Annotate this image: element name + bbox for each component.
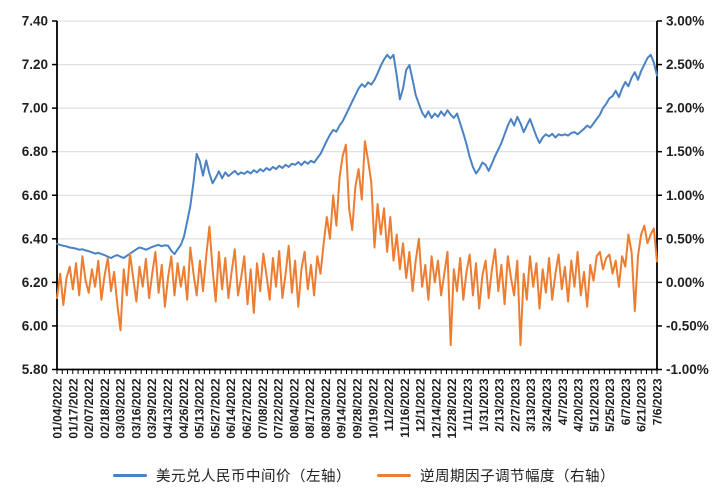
x-axis-tick-label: 03/03/2022: [114, 378, 128, 438]
chart-plot-area: 7.40 7.20 7.00 6.80 6.60 6.40 6.20 6.00 5.80 3.00…: [22, 14, 709, 439]
x-axis-tick-label: 09/14/2022: [335, 378, 349, 438]
x-axis-tick-label: 4/20/2023: [572, 378, 586, 432]
x-axis-tick-label: 05/27/2022: [208, 378, 222, 438]
y-axis-tick-label-right: 0.00%: [666, 275, 704, 290]
x-axis-tick-label: 12/28/2022: [445, 378, 459, 438]
x-axis-tick-label: 06/27/2022: [240, 378, 254, 438]
x-axis-tick-label: 10/19/2022: [366, 378, 380, 438]
y-axis-tick-label-right: 1.50%: [666, 144, 704, 159]
y-axis-tick-label-left: 7.00: [22, 101, 48, 116]
x-axis-tick-label: 06/14/2022: [224, 378, 238, 438]
x-axis-tick-label: 05/13/2022: [193, 378, 207, 438]
x-axis-tick-label: 3/13/2023: [524, 378, 538, 432]
legend: 美元兑人民币中间价（左轴） 逆周期因子调节幅度（右轴）: [0, 465, 728, 486]
x-axis-tick-label: 11/16/2022: [398, 378, 412, 438]
x-axis-tick-label: 01/04/2022: [51, 378, 65, 438]
x-axis-tick-label: 2/27/2023: [508, 378, 522, 432]
series-line-usdcny-midprice: [56, 53, 658, 259]
x-axis-tick-label: 08/30/2022: [319, 378, 333, 438]
x-axis-tick-label: 07/08/2022: [256, 378, 270, 438]
y-axis-tick-label-left: 7.40: [22, 14, 48, 29]
y-axis-tick-label-right: 3.00%: [666, 14, 704, 29]
x-axis-tick-label: 09/28/2022: [351, 378, 365, 438]
y-axis-tick-label-right: 2.50%: [666, 57, 704, 72]
x-axis-tick-label: 11/2/2022: [382, 378, 396, 431]
legend-line-sample-orange: [377, 474, 411, 477]
y-axis-tick-label-left: 6.60: [22, 188, 48, 203]
y-axis-tick-label-left: 7.20: [22, 57, 48, 72]
x-axis-tick-label: 01/17/2022: [66, 378, 80, 438]
series-lines: [56, 53, 658, 347]
y-axis-tick-label-right: -0.50%: [666, 318, 709, 333]
x-axis-tick-label: 1/31/2023: [477, 378, 491, 432]
x-axis-tick-label: 04/26/2022: [177, 378, 191, 438]
x-axis-tick-label: 03/29/2022: [145, 378, 159, 438]
x-axis-tick-label: 07/22/2022: [272, 378, 286, 438]
y-axis-tick-label-right: -1.00%: [666, 362, 709, 377]
x-axis-tick-label: 1/11/2023: [461, 378, 475, 431]
x-axis-tick-label: 2/13/2023: [493, 378, 507, 432]
legend-item-usdcny-midprice: 美元兑人民币中间价（左轴）: [113, 465, 351, 486]
legend-line-sample-blue: [113, 474, 147, 477]
y-axis-tick-label-left: 6.00: [22, 318, 48, 333]
x-axis-tick-label: 12/1/2022: [414, 378, 428, 432]
axis-ticks: [52, 20, 662, 374]
x-axis-tick-label: 12/14/2022: [429, 378, 443, 438]
x-axis-tick-label: 02/18/2022: [98, 378, 112, 438]
x-axis-tick-label: 08/17/2022: [303, 378, 317, 438]
x-axis-tick-label: 5/25/2023: [603, 378, 617, 432]
y-axis-tick-label-left: 6.20: [22, 275, 48, 290]
y-axis-tick-label-right: 1.00%: [666, 188, 704, 203]
x-axis-tick-label: 6/21/2023: [635, 378, 649, 432]
series-line-countercyclical-factor: [56, 140, 658, 347]
axis-labels: 7.40 7.20 7.00 6.80 6.60 6.40 6.20 6.00 5.80 3.00…: [22, 14, 709, 439]
y-axis-tick-label-left: 6.40: [22, 231, 48, 246]
y-axis-tick-label-right: 0.50%: [666, 231, 704, 246]
x-axis-tick-label: 04/13/2022: [161, 378, 175, 438]
x-axis-tick-label: 03/16/2022: [129, 378, 143, 438]
legend-label-usdcny-midprice: 美元兑人民币中间价（左轴）: [156, 469, 351, 485]
legend-label-countercyclical-factor: 逆周期因子调节幅度（右轴）: [420, 469, 615, 485]
x-axis-tick-label: 7/6/2023: [651, 378, 665, 425]
y-axis-tick-label-right: 2.00%: [666, 101, 704, 116]
y-axis-tick-label-left: 5.80: [22, 362, 48, 377]
x-axis-tick-label: 02/07/2022: [82, 378, 96, 438]
x-axis-tick-label: 5/12/2023: [587, 378, 601, 432]
x-axis-tick-label: 3/24/2023: [540, 378, 554, 432]
y-axis-tick-label-left: 6.80: [22, 144, 48, 159]
legend-item-countercyclical-factor: 逆周期因子调节幅度（右轴）: [377, 465, 615, 486]
x-axis-tick-label: 6/7/2023: [619, 378, 633, 425]
x-axis-tick-label: 08/04/2022: [287, 378, 301, 438]
x-axis-tick-label: 4/7/2023: [556, 378, 570, 425]
